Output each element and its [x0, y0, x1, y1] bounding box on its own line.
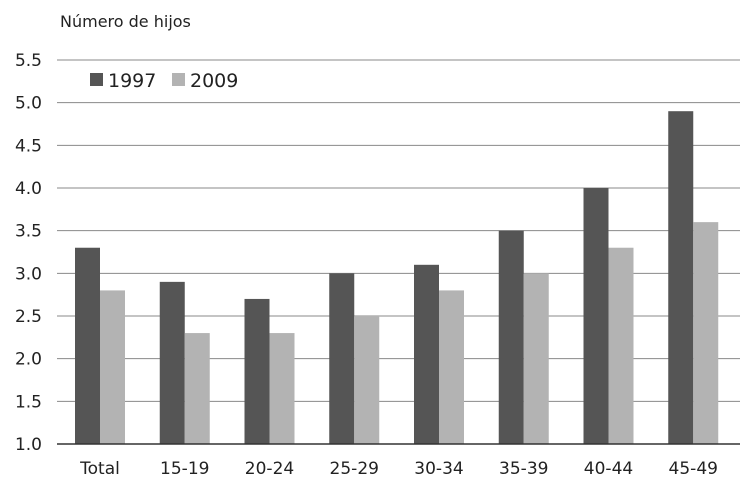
legend-swatch-1997: [90, 73, 103, 86]
x-tick-label: 15-19: [160, 459, 209, 479]
bar-1997-25-29: [329, 273, 355, 444]
y-tick-label: 3.0: [15, 264, 42, 284]
bar-2009-20-24: [269, 333, 295, 444]
bars: [75, 111, 719, 444]
y-axis-title: Número de hijos: [60, 12, 191, 31]
bar-2009-30-34: [439, 290, 464, 444]
y-tick-label: 3.5: [15, 222, 42, 242]
x-tick-label: 20-24: [245, 459, 294, 479]
x-tick-label: 25-29: [330, 459, 379, 479]
bar-2009-45-49: [693, 222, 719, 444]
bar-2009-40-44: [608, 247, 634, 444]
y-axis-ticks: 1.0 1.5 2.0 2.5 3.0 3.5 4.0 4.5 5.0 5.5: [15, 51, 42, 455]
y-tick-label: 5.0: [15, 94, 42, 114]
x-tick-label: 30-34: [414, 459, 463, 479]
legend-label-2009: 2009: [190, 70, 238, 92]
x-tick-label: 35-39: [499, 459, 548, 479]
legend-label-1997: 1997: [108, 70, 156, 92]
bar-1997-15-19: [159, 281, 185, 444]
x-tick-label: Total: [79, 459, 120, 479]
bar-2009-25-29: [354, 316, 380, 444]
bar-2009-35-39: [523, 273, 549, 444]
bar-1997-40-44: [583, 188, 609, 444]
y-tick-label: 4.0: [15, 179, 42, 199]
bar-2009-Total: [100, 290, 125, 444]
y-tick-label: 1.0: [15, 435, 42, 455]
bar-2009-15-19: [184, 333, 210, 444]
y-tick-label: 1.5: [15, 392, 42, 412]
x-axis-ticks: Total 15-19 20-24 25-29 30-34 35-39 40-44 45-49: [79, 459, 718, 479]
bar-1997-30-34: [414, 264, 439, 444]
bar-1997-20-24: [244, 298, 270, 444]
legend-swatch-2009: [172, 73, 185, 86]
y-tick-label: 2.0: [15, 350, 42, 370]
gridlines: [57, 59, 740, 402]
y-tick-label: 2.5: [15, 307, 42, 327]
bar-1997-45-49: [668, 111, 694, 444]
x-tick-label: 45-49: [669, 459, 718, 479]
y-tick-label: 5.5: [15, 51, 42, 71]
bar-1997-35-39: [498, 230, 524, 444]
x-tick-label: 40-44: [584, 459, 633, 479]
legend: 1997 2009: [90, 70, 238, 92]
y-tick-label: 4.5: [15, 136, 42, 156]
bar-1997-Total: [75, 247, 100, 444]
